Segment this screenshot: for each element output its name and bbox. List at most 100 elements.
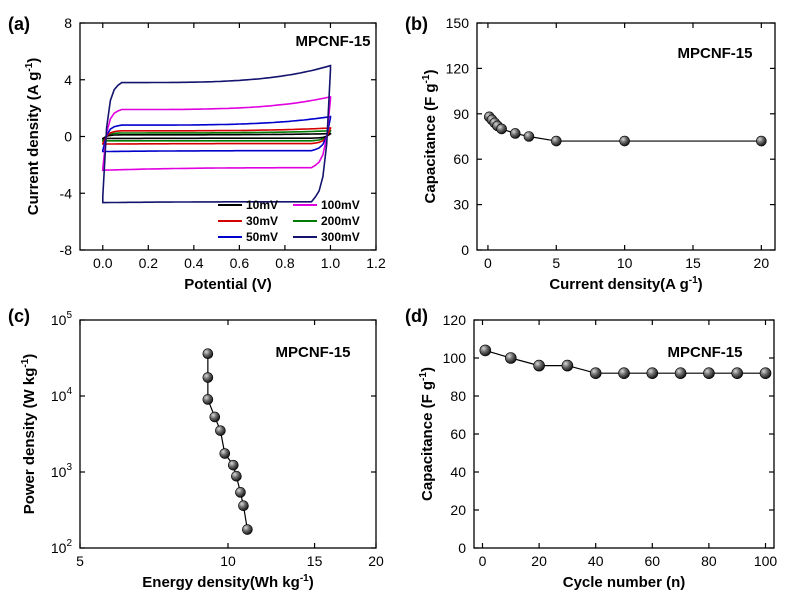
y-tick-label: 102 [51,538,73,556]
data-point [619,135,630,147]
panel-label: (d) [405,306,428,326]
panel-a: 0.0 0.2 0.4 0.6 0.8 1.0 1.2 -8 -4 0 4 8 (a) MPCNF-15 P… [8,14,386,293]
x-tick-label: 15 [307,553,323,569]
y-tick-label: 103 [51,462,73,480]
y-tick-label: 104 [51,386,73,404]
y-axis-title-superscript: -1 [20,358,31,367]
data-point [202,348,214,360]
panel-label: (a) [8,14,30,34]
x-tick-label: 5 [552,255,560,271]
y-axis-title-base: Power density (W kg [21,368,38,515]
x-tick-label: 80 [701,553,717,569]
data-point [231,470,242,482]
cv-loop-50mV [102,115,332,153]
x-tick-label: 40 [588,553,604,569]
data-point [618,367,630,380]
legend-label: 300mV [321,230,360,244]
y-tick-label-base: 10 [51,464,67,480]
data-point [550,135,562,147]
sample-annotation: MPCNF-15 [275,344,350,361]
cv-loop-300mV [102,64,332,204]
y-axis-title-close: ) [422,70,439,75]
x-tick-label: 0.4 [184,255,204,271]
x-axis-title: Potential (V) [184,276,272,293]
sample-annotation: MPCNF-15 [295,33,370,50]
y-axis-title-close: ) [21,354,38,359]
y-tick-label-base: 10 [51,312,67,328]
data-point [523,131,535,142]
data-point [479,344,492,357]
data-point [646,367,659,380]
legend-label: 10mV [246,198,278,212]
x-tick-label: 0.2 [139,255,159,271]
y-axis-title-base: Capacitance (F g [419,381,436,501]
data-point [756,135,767,147]
x-axis-title: Cycle number (n) [563,574,686,591]
data-point [227,459,239,471]
x-tick-label: 20 [368,553,384,569]
y-axis-title-close: ) [419,367,436,372]
panel-label: (b) [405,14,428,34]
y-axis-title: Power density (W kg-1) [20,354,38,515]
data-point [202,372,214,383]
cv-loop-200mV [102,129,332,142]
y-tick-label: 150 [446,15,470,31]
x-tick-label: 1.2 [366,255,386,271]
y-tick-label: 4 [64,72,72,88]
y-tick-label: 120 [446,60,470,76]
y-axis-title-superscript: -1 [421,74,432,83]
data-point [209,411,221,423]
y-axis-title-close: ) [25,58,42,63]
x-tick-label: 60 [645,553,661,569]
data-point [589,367,602,380]
x-axis-title-base: Energy density(Wh kg [142,574,300,591]
x-tick-label: 0 [484,255,492,271]
cv-loop-100mV [102,95,332,172]
x-tick-label: 100 [754,553,778,569]
y-tick-label: -8 [60,242,73,258]
y-tick-label-base: 10 [51,388,67,404]
y-axis-title-base: Capacitance (F g [422,83,439,203]
x-tick-label: 20 [531,553,547,569]
y-tick-label: 105 [51,310,73,328]
x-axis-title-superscript: -1 [689,275,698,286]
x-tick-label: 0 [479,553,487,569]
y-tick-label: 60 [453,151,469,167]
data-point [235,487,246,498]
y-axis-title: Capacitance (F g-1) [421,70,439,204]
y-tick-label-exponent: 2 [66,538,72,549]
y-tick-label: 40 [450,464,466,480]
y-tick-label: -4 [60,185,73,201]
y-tick-label: 60 [450,426,466,442]
data-point [215,425,226,436]
x-axis-title-close: ) [698,276,703,293]
data-point [496,123,507,135]
data-point [731,367,744,380]
y-tick-label: 0 [461,242,469,258]
data-point [533,359,545,372]
y-tick-label: 20 [450,502,466,518]
x-tick-label: 0.6 [230,255,250,271]
x-axis-title-base: Current density(A g [549,276,688,293]
panel-label: (c) [8,306,30,326]
y-tick-label: 120 [443,312,467,328]
y-tick-label: 30 [453,197,469,213]
data-point [561,359,574,372]
data-point [759,367,772,380]
data-point [242,524,253,535]
data-point [509,128,521,139]
x-tick-label: 15 [685,255,701,271]
y-tick-label: 8 [64,15,72,31]
x-tick-label: 1.0 [321,255,341,271]
data-point [703,367,715,380]
sample-annotation: MPCNF-15 [667,344,742,361]
data-point [219,448,231,459]
y-tick-label-exponent: 5 [66,310,72,321]
y-tick-label: 80 [450,388,466,404]
x-axis-title: Current density(A g-1) [549,275,702,293]
x-tick-label: 0.0 [93,255,113,271]
y-tick-label: 0 [458,540,466,556]
panel-d: 0 20 40 60 80 100 0 20 40 60 80 100 120 (d) MPCNF-15 Cy… [405,306,777,591]
x-axis-title: Energy density(Wh kg-1) [142,573,313,591]
